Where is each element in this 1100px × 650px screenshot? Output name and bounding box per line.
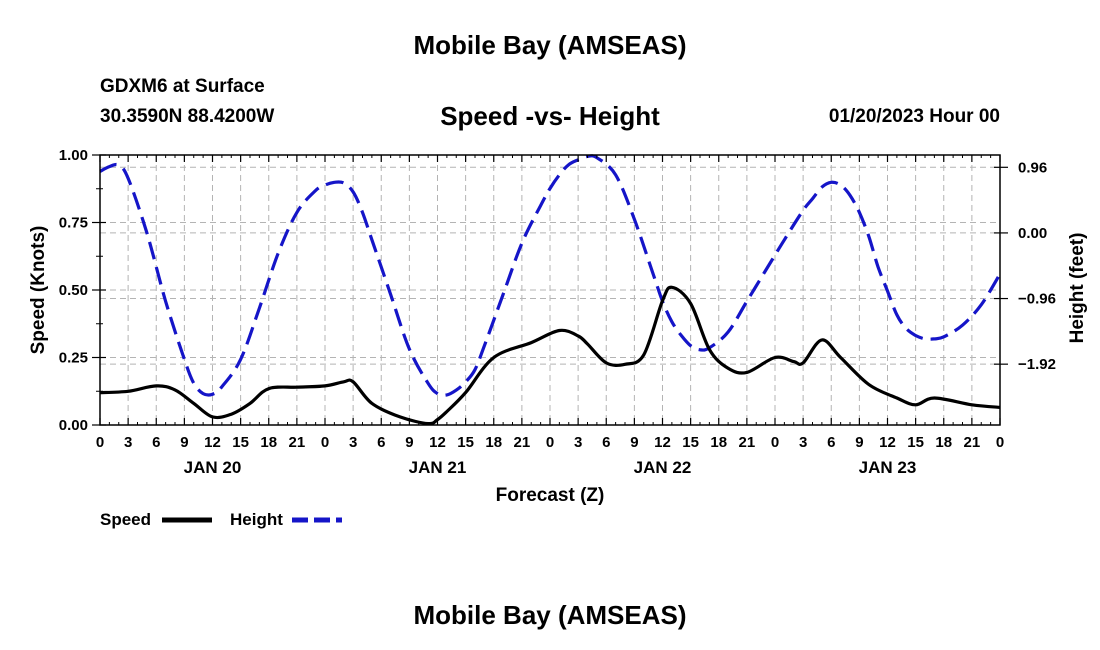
x-tick-label: 6 bbox=[827, 434, 835, 451]
x-tick-label: 15 bbox=[457, 434, 474, 451]
legend-speed-label: Speed bbox=[100, 510, 151, 529]
axes-layer: 0 3 6 9 12 15 18 21 0 3 6 9 12 15 18 21 0 3 6 9 12 15 18 21 0 3 6 9… bbox=[59, 147, 1056, 477]
x-tick-label: 15 bbox=[232, 434, 249, 451]
x-tick-label: 18 bbox=[485, 434, 502, 451]
x-tick-label: 9 bbox=[855, 434, 863, 451]
legend: Speed Height bbox=[100, 510, 342, 529]
x-tick-label: 18 bbox=[935, 434, 952, 451]
y-tick-label: 0.25 bbox=[59, 350, 88, 367]
chart-subtitle: Speed -vs- Height bbox=[440, 101, 660, 131]
x-tick-label: 0 bbox=[771, 434, 779, 451]
x-tick-label: 21 bbox=[514, 434, 531, 451]
x-tick-label: 18 bbox=[260, 434, 277, 451]
height-series-line bbox=[99, 154, 1002, 397]
y2-axis-label: Height (feet) bbox=[1067, 233, 1088, 344]
x-tick-label: 21 bbox=[289, 434, 306, 451]
x-tick-label: 9 bbox=[405, 434, 413, 451]
x-tick-label: 3 bbox=[349, 434, 357, 451]
x-tick-label: 0 bbox=[996, 434, 1004, 451]
x-tick-label: 12 bbox=[204, 434, 221, 451]
y-axis-label: Speed (Knots) bbox=[28, 226, 49, 355]
x-tick-label: 21 bbox=[964, 434, 981, 451]
x-tick-label: 15 bbox=[907, 434, 924, 451]
x-tick-label: 9 bbox=[630, 434, 638, 451]
x-tick-label: 6 bbox=[377, 434, 385, 451]
x-axis-label: Forecast (Z) bbox=[496, 485, 605, 506]
x-tick-label: 3 bbox=[799, 434, 807, 451]
day-label: JAN 20 bbox=[184, 458, 242, 477]
station-coordinates: 30.3590N 88.4200W bbox=[100, 106, 275, 127]
y2-tick-label: −1.92 bbox=[1018, 356, 1056, 373]
speed-series-line bbox=[99, 285, 1001, 426]
x-tick-label: 6 bbox=[152, 434, 160, 451]
x-tick-label: 12 bbox=[429, 434, 446, 451]
day-label: JAN 21 bbox=[409, 458, 467, 477]
y-tick-label: 0.50 bbox=[59, 282, 88, 299]
x-tick-label: 6 bbox=[602, 434, 610, 451]
series-layer bbox=[99, 154, 1002, 426]
x-tick-label: 9 bbox=[180, 434, 188, 451]
forecast-datetime: 01/20/2023 Hour 00 bbox=[828, 106, 1000, 127]
legend-height-label: Height bbox=[230, 510, 283, 529]
day-label: JAN 22 bbox=[634, 458, 692, 477]
y2-tick-label: 0.00 bbox=[1018, 225, 1047, 242]
y-tick-label: 0.75 bbox=[59, 215, 88, 232]
chart-main-title: Mobile Bay (AMSEAS) bbox=[413, 30, 687, 60]
x-tick-label: 0 bbox=[546, 434, 554, 451]
grid-layer bbox=[100, 155, 1000, 425]
station-label: GDXM6 at Surface bbox=[100, 76, 265, 97]
x-tick-label: 0 bbox=[96, 434, 104, 451]
y-tick-label: 1.00 bbox=[59, 147, 88, 164]
x-tick-label: 21 bbox=[739, 434, 756, 451]
x-tick-label: 12 bbox=[654, 434, 671, 451]
day-label: JAN 23 bbox=[859, 458, 917, 477]
y2-tick-label: 0.96 bbox=[1018, 159, 1047, 176]
x-tick-label: 3 bbox=[124, 434, 132, 451]
x-tick-label: 12 bbox=[879, 434, 896, 451]
x-tick-label: 15 bbox=[682, 434, 699, 451]
x-tick-label: 3 bbox=[574, 434, 582, 451]
y-tick-label: 0.00 bbox=[59, 417, 88, 434]
y2-tick-label: −0.96 bbox=[1018, 291, 1056, 308]
chart-footer-title: Mobile Bay (AMSEAS) bbox=[413, 600, 687, 630]
x-tick-label: 18 bbox=[710, 434, 727, 451]
x-tick-label: 0 bbox=[321, 434, 329, 451]
